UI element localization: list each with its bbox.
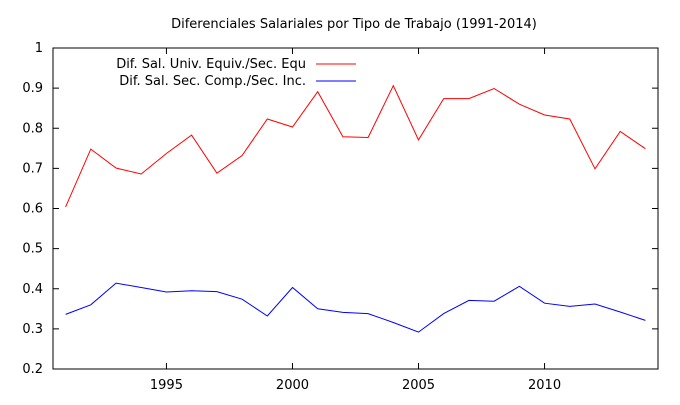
y-tick-label: 0.5 <box>22 242 43 257</box>
data-point <box>467 97 470 100</box>
data-point <box>190 289 193 292</box>
y-tick-label: 0.9 <box>22 81 43 96</box>
series-line-2 <box>65 282 646 333</box>
data-point <box>644 319 647 322</box>
data-point <box>568 118 571 121</box>
data-point <box>89 303 92 306</box>
data-point <box>316 307 319 310</box>
legend-label: Dif. Sal. Sec. Comp./Sec. Inc. <box>119 74 306 89</box>
data-point <box>266 315 269 318</box>
data-point <box>568 305 571 308</box>
y-tick-label: 0.6 <box>22 202 43 217</box>
data-point <box>619 311 622 314</box>
y-tick-label: 1 <box>35 41 43 56</box>
data-point <box>241 154 244 157</box>
x-tick-label: 1995 <box>150 378 183 393</box>
data-point <box>619 130 622 133</box>
data-point <box>165 290 168 293</box>
chart-title: Diferenciales Salariales por Tipo de Tra… <box>171 17 537 32</box>
data-point <box>241 298 244 301</box>
data-point <box>593 167 596 170</box>
legend: Dif. Sal. Univ. Equiv./Sec. Equ Dif. Sal.… <box>116 57 356 89</box>
data-point <box>442 97 445 100</box>
data-point <box>493 300 496 303</box>
data-point <box>341 311 344 314</box>
data-point <box>493 87 496 90</box>
data-point <box>467 299 470 302</box>
data-point <box>291 286 294 289</box>
data-point <box>291 126 294 129</box>
y-tick-label: 0.2 <box>22 362 43 377</box>
x-tick-label: 2005 <box>402 378 435 393</box>
data-point <box>115 282 118 285</box>
data-point <box>518 103 521 106</box>
data-point <box>518 285 521 288</box>
data-point <box>442 312 445 315</box>
x-tick-label: 2000 <box>276 378 309 393</box>
data-point <box>115 166 118 169</box>
y-tick-label: 0.8 <box>22 121 43 136</box>
data-point <box>644 147 647 150</box>
data-point <box>543 114 546 117</box>
y-tick-label: 0.3 <box>22 322 43 337</box>
data-point <box>417 138 420 141</box>
axis-ticks: 0.2 0.3 0.4 0.5 0.6 0.7 0.8 0.9 1 1995 2000 2005 201… <box>22 41 658 393</box>
data-point <box>89 148 92 151</box>
data-point <box>392 84 395 87</box>
legend-label: Dif. Sal. Univ. Equiv./Sec. Equ <box>116 57 306 72</box>
series-lines <box>64 84 647 334</box>
data-point <box>266 118 269 121</box>
data-point <box>215 172 218 175</box>
data-point <box>215 290 218 293</box>
data-point <box>543 302 546 305</box>
data-point <box>316 90 319 93</box>
y-tick-label: 0.7 <box>22 161 43 176</box>
data-point <box>367 312 370 315</box>
series-line-1 <box>65 84 646 208</box>
data-point <box>417 331 420 334</box>
data-point <box>190 134 193 137</box>
plot-area-frame <box>52 47 659 370</box>
data-point <box>64 313 67 316</box>
data-point <box>593 302 596 305</box>
data-point <box>392 321 395 324</box>
data-point <box>165 152 168 155</box>
data-point <box>367 136 370 139</box>
data-point <box>341 135 344 138</box>
data-point <box>140 172 143 175</box>
y-tick-label: 0.4 <box>22 282 43 297</box>
data-point <box>140 286 143 289</box>
data-point <box>64 205 67 208</box>
x-tick-label: 2010 <box>528 378 561 393</box>
